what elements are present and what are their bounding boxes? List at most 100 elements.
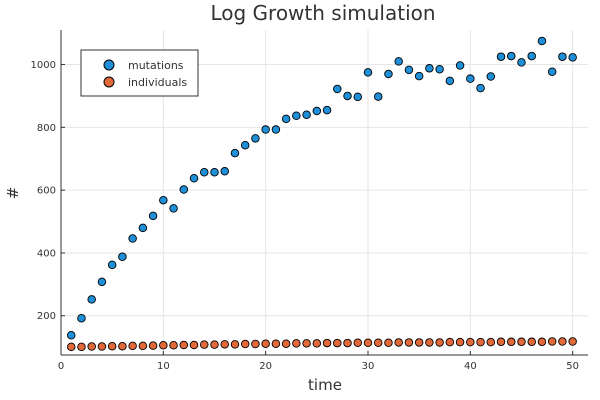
data-point-individuals [220,340,229,349]
data-point-individuals [394,338,403,347]
grid [60,30,588,355]
data-point-individuals [445,337,455,347]
data-point-mutations [322,105,332,115]
data-point-mutations [394,57,403,66]
data-point-mutations [169,204,178,213]
data-point-mutations [77,314,86,323]
data-point-individuals [373,338,383,348]
data-point-individuals [425,338,434,347]
ticks: 0 10 20 30 40 50 200 400 600 800 1000 [31,60,579,372]
data-point-mutations [568,53,577,62]
data-point-mutations [97,277,107,287]
data-point-individuals [189,340,199,350]
data-point-individuals [138,341,148,351]
data-point-individuals [261,339,270,348]
data-point-individuals [230,340,240,349]
data-point-individuals [128,341,137,351]
data-point-individuals [435,338,444,347]
data-point-mutations [527,51,536,61]
data-point-mutations [476,83,485,93]
legend-box [80,49,199,97]
data-point-mutations [159,195,168,205]
x-tick-label: 10 [157,361,170,372]
y-tick-label: 1000 [31,60,56,71]
data-point-mutations [373,92,383,101]
data-point-individuals [66,342,76,352]
data-point-individuals [97,342,107,351]
data-point-individuals [466,337,475,347]
x-tick-label: 40 [464,361,477,372]
data-point-individuals [159,341,168,350]
data-point-individuals [486,337,496,347]
data-point-individuals [148,341,158,350]
data-point-individuals [210,340,219,349]
data-points [66,36,577,352]
x-tick-label: 0 [58,361,64,372]
data-point-mutations [425,64,434,73]
data-point-individuals [455,337,465,347]
y-axis-label: # [4,187,22,200]
data-point-mutations [507,51,516,61]
legend-marker-individuals [103,76,115,88]
data-point-individuals [363,338,373,348]
data-point-mutations [363,68,373,77]
data-point-individuals [333,338,342,348]
x-tick-label: 20 [259,361,272,372]
data-point-individuals [107,341,117,351]
data-point-individuals [169,341,178,350]
data-point-mutations [353,92,363,102]
data-point-individuals [77,342,86,352]
data-point-mutations [179,185,189,194]
data-point-individuals [292,339,301,348]
data-point-individuals [118,341,127,351]
x-tick-label: 50 [566,361,579,372]
data-point-individuals [527,337,536,347]
data-point-individuals [302,339,311,348]
data-point-individuals [547,337,557,346]
data-point-individuals [322,338,332,348]
data-point-individuals [87,342,96,351]
data-point-mutations [230,148,240,158]
data-point-individuals [507,337,516,347]
data-point-mutations [87,295,96,304]
data-point-mutations [251,134,260,143]
data-point-mutations [333,84,342,94]
data-point-individuals [240,339,250,349]
legend: mutations individuals [80,49,199,97]
data-point-mutations [210,167,219,177]
data-point-mutations [517,58,526,67]
y-tick-label: 400 [37,248,56,259]
y-tick-label: 800 [37,123,56,134]
x-axis-label: time [308,376,342,394]
data-point-mutations [240,140,250,150]
y-tick-label: 200 [37,311,56,322]
data-point-mutations [302,110,311,120]
data-point-mutations [343,91,352,101]
data-point-mutations [292,111,301,120]
data-point-individuals [343,338,352,348]
data-point-mutations [261,125,270,134]
data-point-mutations [496,52,506,61]
data-point-individuals [200,340,209,349]
data-point-individuals [496,337,506,347]
data-point-mutations [271,125,281,134]
data-point-individuals [476,337,485,347]
legend-label-individuals: individuals [128,76,187,89]
data-point-mutations [220,167,229,176]
data-point-individuals [312,339,322,348]
x-tick-label: 30 [362,361,375,372]
data-point-mutations [118,252,127,261]
data-point-individuals [537,337,547,347]
data-point-mutations [537,36,547,46]
data-point-mutations [435,65,444,74]
data-point-mutations [455,61,465,70]
data-point-mutations [312,106,322,116]
data-point-mutations [66,330,76,340]
data-point-individuals [568,337,577,346]
data-point-mutations [486,72,496,81]
data-point-mutations [200,167,209,177]
data-point-individuals [384,338,393,348]
data-point-individuals [251,339,260,349]
data-point-mutations [138,223,148,233]
